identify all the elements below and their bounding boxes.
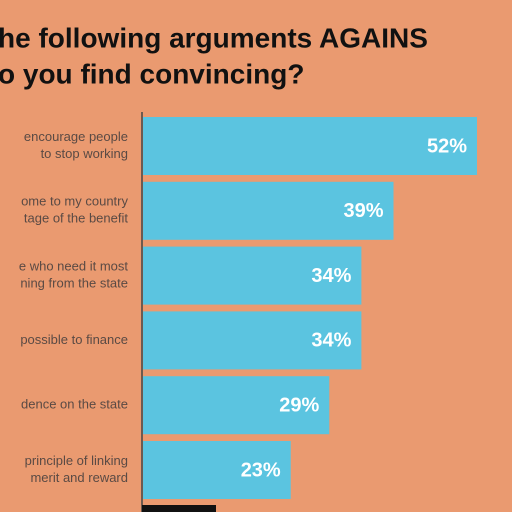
bar <box>143 376 330 435</box>
category-label: e who need it most <box>19 259 129 274</box>
chart-title: he following arguments AGAINS <box>0 22 428 53</box>
bar <box>143 311 362 370</box>
category-label: ning from the state <box>20 276 128 291</box>
category-label: tage of the benefit <box>24 211 128 226</box>
bar <box>143 441 291 499</box>
category-label: encourage people <box>24 129 128 144</box>
category-label: merit and reward <box>30 470 128 485</box>
value-label: 52% <box>427 135 467 157</box>
bar <box>143 117 477 175</box>
value-label: 39% <box>343 200 383 222</box>
value-label: 29% <box>279 394 319 416</box>
category-label: to stop working <box>41 146 128 161</box>
category-label: ome to my country <box>21 194 128 209</box>
value-label: 34% <box>311 265 351 287</box>
footer-block <box>142 505 216 512</box>
value-label: 23% <box>241 459 281 481</box>
category-label: possible to finance <box>20 332 128 347</box>
category-label: dence on the state <box>21 397 128 412</box>
bar <box>143 181 394 240</box>
bar <box>143 246 362 305</box>
category-label: principle of linking <box>25 453 128 468</box>
chart-title: o you find convincing? <box>0 58 304 89</box>
value-label: 34% <box>311 330 351 352</box>
